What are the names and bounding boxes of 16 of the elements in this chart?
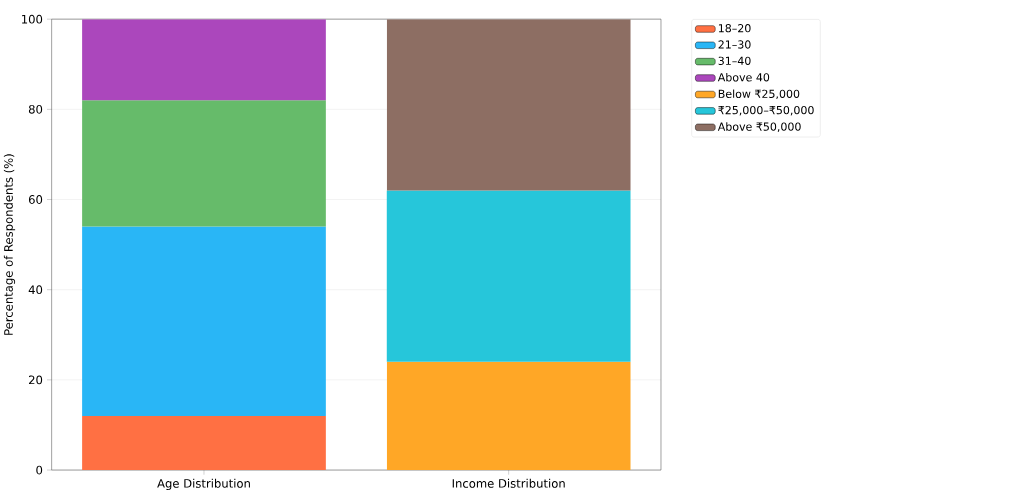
legend-label: Above 40 <box>717 72 770 82</box>
legend-label: 18–20 <box>718 23 751 33</box>
y-axis-title: Percentage of Respondents (%) <box>3 154 16 335</box>
legend-label: Below ₹25,000 <box>718 89 800 99</box>
x-tick-label: Income Distribution <box>452 478 565 488</box>
y-tick-label: 40 <box>28 285 43 294</box>
y-tick-label: 20 <box>29 375 43 385</box>
x-tick-label: Age Distribution <box>157 478 250 490</box>
legend-label: 31–40 <box>718 56 751 65</box>
legend-label: 21–30 <box>718 40 751 49</box>
y-tick-label: 0 <box>36 465 43 475</box>
y-tick-label: 60 <box>28 194 43 204</box>
y-tick-label: 80 <box>28 104 43 114</box>
y-tick-label: 100 <box>22 14 43 24</box>
legend-label: ₹25,000–₹50,000 <box>718 105 814 116</box>
legend-label: Above ₹50,000 <box>717 122 801 132</box>
